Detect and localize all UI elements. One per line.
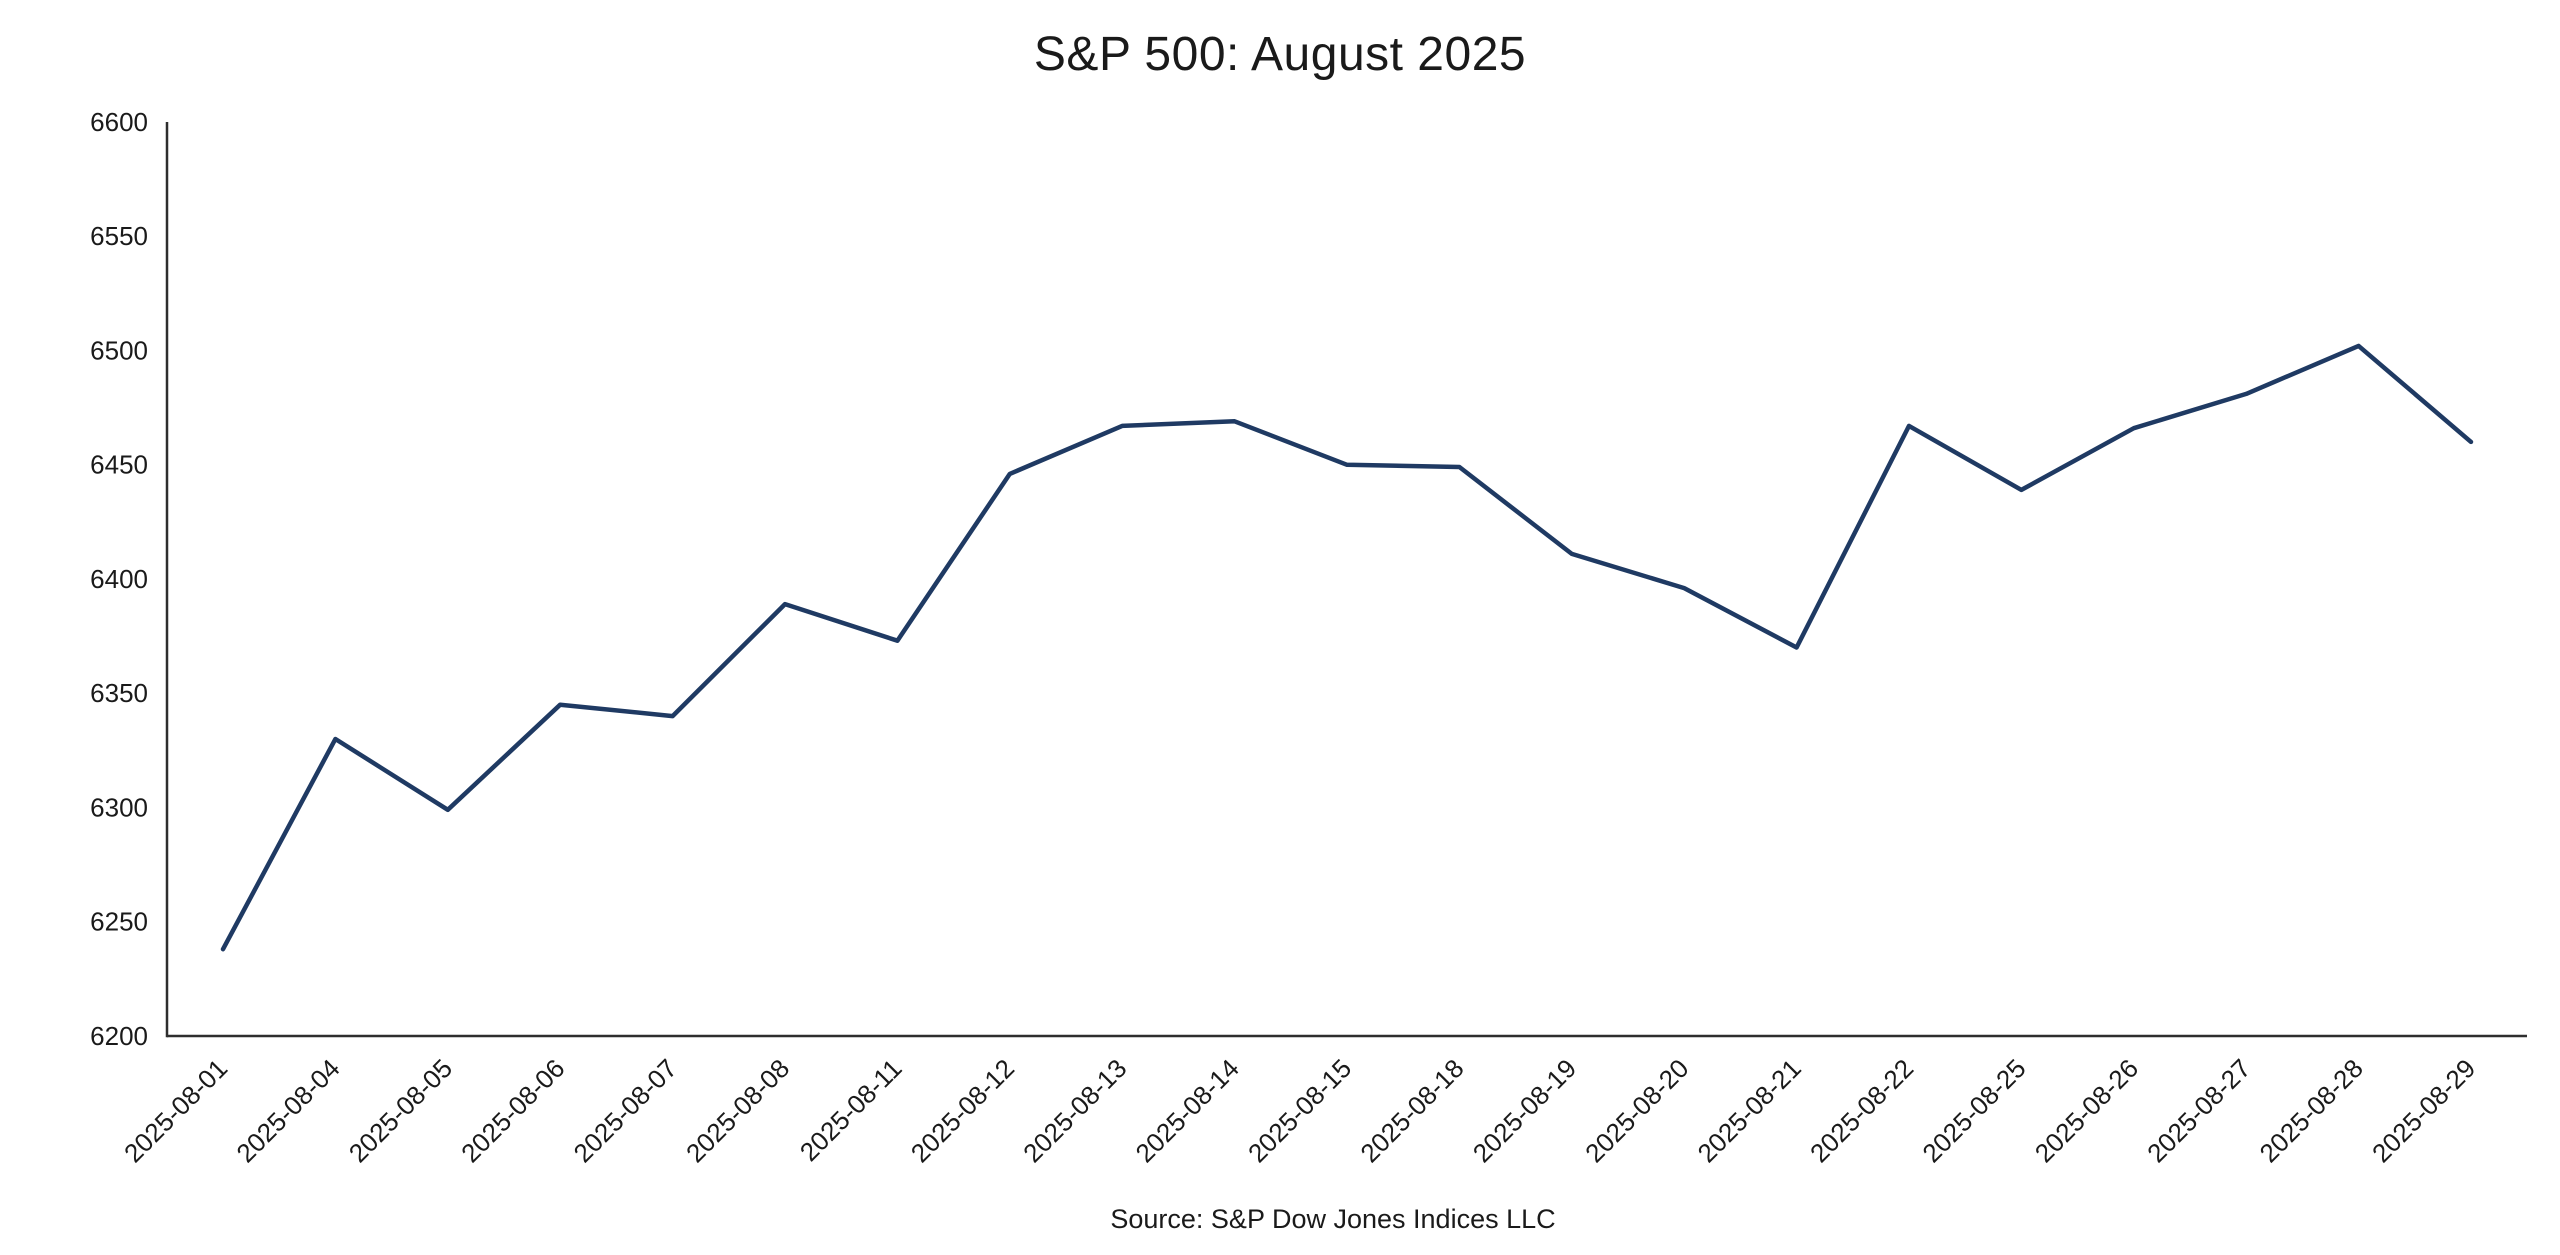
y-tick-label: 6550 [90,221,148,251]
y-tick-label: 6600 [90,107,148,137]
x-tick-label: 2025-08-28 [2254,1053,2369,1168]
price-line [220,343,2474,952]
x-tick-label: 2025-08-04 [230,1053,345,1168]
x-tick-label: 2025-08-01 [118,1053,233,1168]
x-tick-label: 2025-08-22 [1804,1053,1919,1168]
x-tick-label: 2025-08-27 [2141,1053,2256,1168]
y-tick-label: 6500 [90,335,148,365]
x-tick-label: 2025-08-07 [568,1053,683,1168]
x-tick-label: 2025-08-11 [794,1053,908,1167]
x-tick-label: 2025-08-14 [1130,1053,1245,1168]
x-tick-label: 2025-08-29 [2366,1053,2481,1168]
x-tick-label: 2025-08-21 [1692,1053,1807,1168]
x-tick-label: 2025-08-05 [343,1053,458,1168]
x-tick-label: 2025-08-19 [1467,1053,1582,1168]
y-tick-label: 6450 [90,450,148,480]
y-tick-label: 6300 [90,792,148,822]
x-tick-label: 2025-08-25 [1916,1053,2031,1168]
x-tick-label: 2025-08-26 [2029,1053,2144,1168]
x-tick-label: 2025-08-06 [455,1053,570,1168]
y-tick-label: 6200 [90,1021,148,1051]
x-tick-label: 2025-08-20 [1579,1053,1694,1168]
x-tick-label: 2025-08-18 [1354,1053,1469,1168]
x-tick-label: 2025-08-15 [1242,1053,1357,1168]
y-tick-label: 6400 [90,564,148,594]
source-caption: Source: S&P Dow Jones Indices LLC [1110,1204,1556,1234]
x-tick-label: 2025-08-13 [1017,1053,1132,1168]
y-tick-label: 6250 [90,907,148,937]
chart-title: S&P 500: August 2025 [1033,28,1527,81]
x-tick-label: 2025-08-12 [905,1053,1020,1168]
x-tick-label: 2025-08-08 [680,1053,795,1168]
y-tick-label: 6350 [90,678,148,708]
